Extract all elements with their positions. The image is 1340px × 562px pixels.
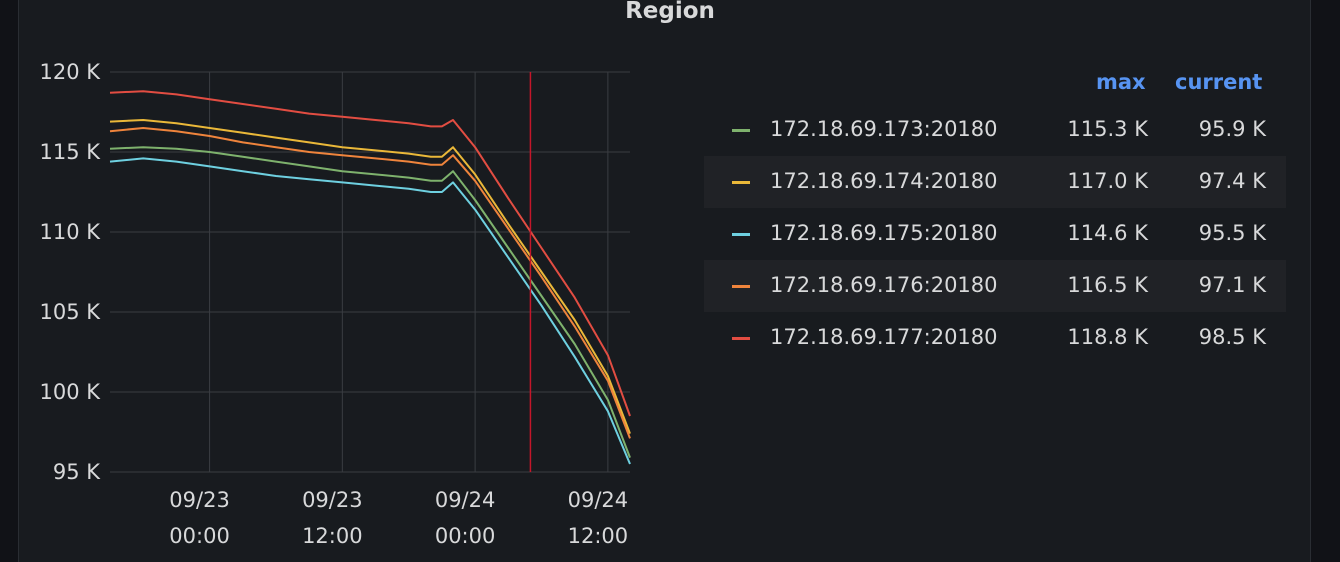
y-tick-label: 105 K: [39, 300, 101, 324]
legend-swatch-icon: [732, 285, 750, 288]
legend-current-value: 95.9 K: [1198, 117, 1266, 141]
x-tick-label: 09/23: [302, 488, 363, 512]
legend-current-value: 98.5 K: [1198, 325, 1266, 349]
x-tick-label: 09/24: [435, 488, 496, 512]
legend-swatch-icon: [732, 233, 750, 236]
legend-max-value: 115.3 K: [1067, 117, 1148, 141]
legend-row[interactable]: 172.18.69.174:20180 117.0 K 97.4 K: [704, 156, 1286, 208]
y-tick-label: 115 K: [39, 140, 101, 164]
legend-series-name[interactable]: 172.18.69.175:20180: [770, 221, 998, 245]
y-tick-label: 110 K: [39, 220, 101, 244]
x-tick-label: 09/23: [169, 488, 230, 512]
legend-current-value: 95.5 K: [1198, 221, 1266, 245]
legend-table: max current 172.18.69.173:20180 115.3 K …: [704, 68, 1286, 364]
x-tick-label: 00:00: [169, 524, 230, 548]
x-tick-label: 00:00: [435, 524, 496, 548]
x-tick-label: 12:00: [568, 524, 629, 548]
legend-row[interactable]: 172.18.69.177:20180 118.8 K 98.5 K: [704, 312, 1286, 364]
series-line: [109, 90, 631, 417]
legend-row[interactable]: 172.18.69.173:20180 115.3 K 95.9 K: [704, 104, 1286, 156]
legend-col-max[interactable]: max: [1096, 70, 1146, 94]
legend-swatch-icon: [732, 337, 750, 340]
y-tick-label: 95 K: [53, 460, 101, 484]
series-line: [109, 127, 631, 439]
legend-series-name[interactable]: 172.18.69.173:20180: [770, 117, 998, 141]
legend-series-name[interactable]: 172.18.69.174:20180: [770, 169, 998, 193]
x-tick-label: 09/24: [568, 488, 629, 512]
legend-max-value: 118.8 K: [1067, 325, 1148, 349]
legend-series-name[interactable]: 172.18.69.176:20180: [770, 273, 998, 297]
legend-current-value: 97.4 K: [1198, 169, 1266, 193]
legend-max-value: 116.5 K: [1067, 273, 1148, 297]
legend-swatch-icon: [732, 129, 750, 132]
legend-row[interactable]: 172.18.69.175:20180 114.6 K 95.5 K: [704, 208, 1286, 260]
grid: [110, 71, 630, 473]
series-line: [109, 146, 631, 458]
series-line: [109, 157, 631, 465]
legend-header: max current: [704, 68, 1286, 104]
legend-max-value: 117.0 K: [1067, 169, 1148, 193]
legend-series-name[interactable]: 172.18.69.177:20180: [770, 325, 998, 349]
panel-title[interactable]: Region: [625, 0, 715, 24]
legend-max-value: 114.6 K: [1067, 221, 1148, 245]
y-tick-label: 100 K: [39, 380, 101, 404]
legend-current-value: 97.1 K: [1198, 273, 1266, 297]
x-axis: 09/23 00:00 09/23 12:00 09/24 00:00 09/24 12:00: [169, 488, 628, 548]
y-tick-label: 120 K: [39, 60, 101, 84]
series-lines: [109, 90, 631, 465]
legend-swatch-icon: [732, 181, 750, 184]
series-line: [109, 119, 631, 434]
legend-col-current[interactable]: current: [1175, 70, 1263, 94]
legend-row[interactable]: 172.18.69.176:20180 116.5 K 97.1 K: [704, 260, 1286, 312]
x-tick-label: 12:00: [302, 524, 363, 548]
y-axis: 120 K 115 K 110 K 105 K 100 K 95 K: [39, 60, 101, 484]
